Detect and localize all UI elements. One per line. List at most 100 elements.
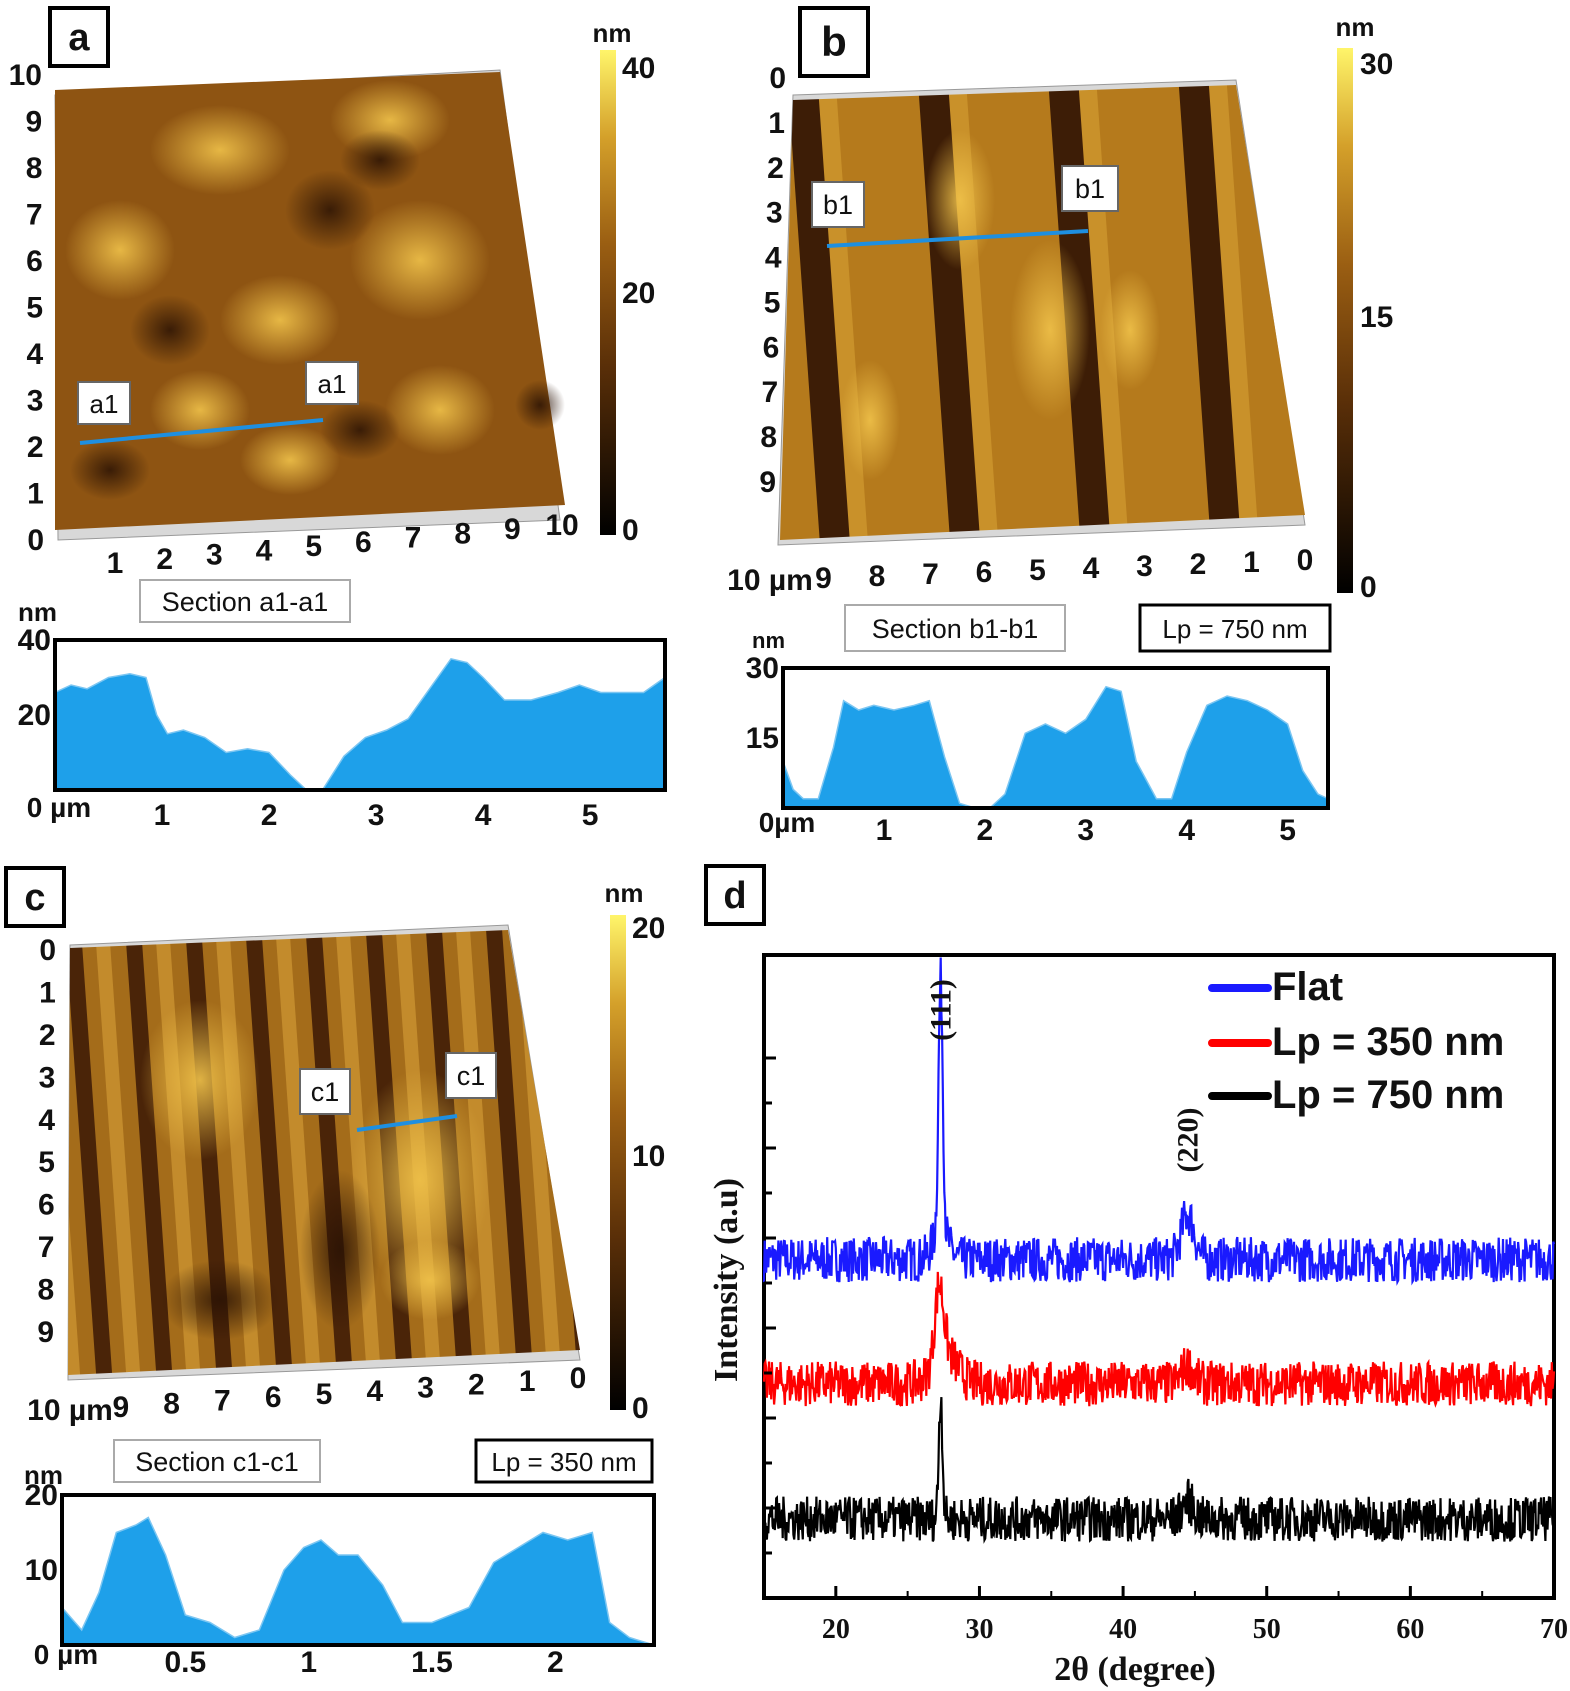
a-y-tick-label: 8	[26, 152, 43, 185]
xrd-x-tick-label: 20	[822, 1614, 850, 1645]
panel-a-colorbar-unit: nm	[593, 18, 632, 48]
xrd-x-tick-label: 50	[1253, 1614, 1281, 1645]
c-profile-x-tick-label: 1	[300, 1646, 317, 1679]
b-profile-y-tick-label: 30	[746, 652, 779, 685]
c-x-tick-label: 8	[163, 1388, 180, 1421]
a-y-tick-label: 7	[26, 199, 43, 232]
panel-b-profile: 30 15 0µm 1 2 3 4 5	[746, 652, 1330, 847]
a-profile-y-tick-label: 20	[18, 699, 51, 732]
xrd-legend-label: Lp = 350 nm	[1272, 1020, 1504, 1064]
b-x-tick-label: 2	[1190, 548, 1207, 581]
c-x-tick-label: 3	[417, 1372, 434, 1405]
panel-b-section-line	[826, 229, 1089, 248]
panel-b-colorbar-mid: 15	[1360, 301, 1393, 334]
panel-a-profile: 40 20 0 µm 1 2 3 4 5	[18, 624, 667, 832]
a-profile-x-unit: 0 µm	[27, 792, 91, 823]
b-x-tick-label: 5	[1029, 554, 1046, 587]
panel-c-marker-right: c1	[457, 1061, 486, 1091]
a-profile-area	[54, 657, 666, 791]
b-profile-area	[782, 685, 1329, 809]
c-y-tick-label: 1	[39, 976, 56, 1009]
panel-a-section-label: Section a1-a1	[162, 587, 329, 617]
b-y-tick-label: 9	[759, 466, 776, 499]
panel-c-marker-left: c1	[311, 1077, 340, 1107]
a-y-tick-label: 1	[27, 478, 44, 511]
c-y-tick-label: 5	[38, 1146, 55, 1179]
panel-b-topography	[840, 130, 1160, 480]
panel-a-colorbar	[600, 50, 616, 535]
b-x-tick-label: 4	[1083, 552, 1100, 585]
c-y-tick-label: 3	[39, 1061, 56, 1094]
a-y-tick-label: 9	[26, 106, 43, 139]
b-profile-x-tick-label: 3	[1077, 814, 1094, 847]
panel-c-colorbar-unit: nm	[605, 878, 644, 908]
b-x-tick-label: 10 µm	[727, 564, 813, 597]
b-x-tick-label: 7	[922, 558, 939, 591]
panel-c-lp-label: Lp = 350 nm	[491, 1447, 636, 1477]
a-profile-x-tick-label: 2	[261, 799, 278, 832]
b-x-tick-label: 9	[815, 562, 832, 595]
b-x-tick-label: 8	[869, 560, 886, 593]
b-x-tick-label: 0	[1297, 544, 1314, 577]
xrd-legend: Flat Lp = 350 nm Lp = 750 nm	[1208, 965, 1504, 1117]
c-profile-x-unit: 0 µm	[34, 1639, 98, 1670]
c-y-tick-label: 0	[39, 934, 56, 967]
b-profile-x-unit: 0µm	[759, 807, 816, 838]
a-y-tick-label: 0	[27, 524, 44, 557]
b-x-tick-label: 6	[976, 556, 993, 589]
a-x-tick-label: 10	[545, 509, 578, 542]
xrd-series-group	[762, 957, 1556, 1544]
panel-c-section-line	[356, 1114, 458, 1132]
a-x-tick-label: 9	[504, 513, 521, 546]
panel-c-lp-box	[474, 1438, 654, 1484]
b-y-tick-label: 3	[766, 197, 783, 230]
a-y-tick-label: 6	[26, 245, 43, 278]
panel-a-letter: a	[68, 17, 90, 59]
panel-a-colorbar-max: 40	[622, 52, 655, 85]
panel-a-marker-left: a1	[90, 389, 119, 419]
b-y-tick-label: 2	[767, 152, 784, 185]
c-y-tick-label: 6	[38, 1189, 55, 1222]
xrd-y-axis-title: Intensity (a.u)	[708, 1178, 745, 1382]
panel-a-section-label-box	[139, 579, 351, 623]
a-profile-x-tick-label: 5	[582, 799, 599, 832]
panel-c-colorbar-mid: 10	[632, 1140, 665, 1173]
a-y-tick-label: 3	[27, 385, 44, 418]
c-profile-y-tick-label: 10	[25, 1554, 58, 1587]
panel-a-marker-box-right	[305, 361, 359, 405]
a-y-tick-label: 4	[27, 338, 44, 371]
a-profile-frame	[53, 638, 667, 792]
c-x-tick-label: 0	[570, 1362, 587, 1395]
panel-b-colorbar	[1337, 48, 1353, 593]
panel-b-profile-unit: nm	[752, 628, 785, 653]
panel-b-section-label-box	[844, 604, 1066, 652]
c-profile-area	[61, 1516, 655, 1646]
c-x-tick-label: 10 µm	[27, 1394, 113, 1427]
xrd-x-axis-title: 2θ (degree)	[1054, 1651, 1216, 1688]
b-profile-y-tick-label: 15	[746, 722, 779, 755]
a-x-tick-label: 4	[256, 534, 273, 567]
a-y-tick-label: 10	[9, 59, 42, 92]
panel-c-marker-box-left	[299, 1068, 351, 1115]
c-x-tick-label: 2	[468, 1368, 485, 1401]
b-y-tick-label: 7	[762, 376, 779, 409]
a-profile-x-tick-label: 3	[368, 799, 385, 832]
b-profile-x-tick-label: 5	[1279, 814, 1296, 847]
xrd-x-tick-label: 40	[1109, 1614, 1137, 1645]
panel-b-section-label: Section b1-b1	[872, 614, 1039, 644]
c-x-tick-label: 5	[316, 1378, 333, 1411]
panel-c-section-label-box	[113, 1439, 321, 1483]
b-profile-x-tick-label: 1	[876, 814, 893, 847]
panel-a-colorbar-min: 0	[622, 514, 639, 547]
a-y-tick-label: 2	[27, 431, 44, 464]
xrd-legend-label: Flat	[1272, 965, 1343, 1009]
b-profile-x-tick-label: 4	[1178, 814, 1195, 847]
panel-c-letter: c	[24, 877, 45, 919]
a-x-tick-label: 5	[305, 530, 322, 563]
panel-a-colorbar-mid: 20	[622, 277, 655, 310]
b-profile-frame	[781, 666, 1330, 810]
c-x-tick-label: 1	[519, 1365, 536, 1398]
xrd-series-1	[762, 1271, 1556, 1408]
